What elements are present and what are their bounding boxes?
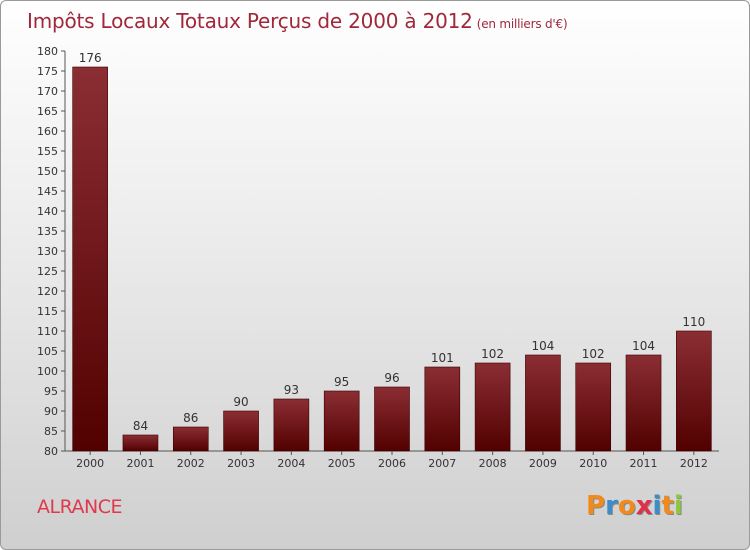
logo-letter: i [673,491,683,521]
y-tick-label: 170 [37,85,58,98]
y-tick-label: 150 [37,165,58,178]
x-tick-label-2002: 2002 [177,457,205,470]
y-tick-label: 160 [37,125,58,138]
y-tick-label: 115 [37,305,58,318]
y-tick-label: 175 [37,65,58,78]
data-label-2010: 102 [582,347,605,361]
y-tick-label: 80 [44,445,58,458]
chart-title: Impôts Locaux Totaux Perçus de 2000 à 20… [27,9,568,33]
bar-2011 [625,354,662,452]
y-tick-label: 125 [37,265,58,278]
x-tick-label-2007: 2007 [428,457,456,470]
y-tick-label: 140 [37,205,58,218]
data-label-2012: 110 [682,315,705,329]
chart-subtitle: (en milliers d'€) [476,17,568,31]
bar-2003 [223,410,259,452]
data-label-2005: 95 [334,375,349,389]
bar-2000 [72,66,108,452]
x-axis: 2000 2001 2002 2003 2004 2005 2006 2007 2008 2009… [76,451,708,470]
bar-2010 [575,362,612,452]
bar-2007 [424,366,461,452]
x-tick-label-2000: 2000 [76,457,104,470]
y-tick-label: 110 [37,325,58,338]
y-axis: 80 85 90 95 100 105 110 115 120 125 130 135 140 145 15… [37,45,719,458]
bar-2002 [172,426,209,452]
data-label-2004: 93 [284,383,299,397]
x-tick-label-2012: 2012 [680,457,708,470]
x-tick-label-2004: 2004 [277,457,305,470]
data-label-2003: 90 [233,395,248,409]
bar-2006 [374,386,410,452]
x-tick-label-2005: 2005 [328,457,356,470]
logo-letter: i [652,491,662,521]
x-tick-label-2003: 2003 [227,457,255,470]
bar-2004 [273,398,310,452]
bar-2012 [676,330,712,452]
data-label-2011: 104 [632,339,655,353]
data-label-2001: 84 [133,419,148,433]
logo-letter: P [586,491,606,521]
y-tick-label: 165 [37,105,58,118]
y-tick-label: 120 [37,285,58,298]
title-text: Impôts Locaux Totaux Perçus de 2000 à 20… [27,9,473,33]
x-tick-label-2001: 2001 [126,457,154,470]
x-tick-label-2006: 2006 [378,457,406,470]
bar-2008 [474,362,511,452]
data-label-2009: 104 [531,339,554,353]
logo-letter: r [605,491,618,521]
x-tick-label-2010: 2010 [579,457,607,470]
x-tick-label-2008: 2008 [479,457,507,470]
y-tick-label: 135 [37,225,58,238]
x-tick-label-2009: 2009 [529,457,557,470]
y-tick-label: 85 [44,425,58,438]
logo-letter: x [635,491,653,521]
y-tick-label: 105 [37,345,58,358]
bar-2009 [525,354,561,452]
data-label-2000: 176 [79,51,102,65]
data-label-2006: 96 [384,371,399,385]
logo-letter: o [617,491,636,521]
data-labels: 176 84 86 90 93 95 96 101 102 104 102 104 110 [79,51,706,433]
bars [72,66,712,452]
y-tick-label: 95 [44,385,58,398]
commune-name: ALRANCE [37,496,123,518]
y-tick-label: 90 [44,405,58,418]
x-tick-label-2011: 2011 [630,457,658,470]
bar-2001 [122,434,159,452]
data-label-2008: 102 [481,347,504,361]
y-tick-label: 180 [37,45,58,58]
y-tick-label: 100 [37,365,58,378]
bar-2005 [323,390,360,452]
y-tick-label: 145 [37,185,58,198]
data-label-2007: 101 [431,351,454,365]
data-label-2002: 86 [183,411,198,425]
logo-letter: t [661,491,674,521]
proxiti-logo: Proxiti [586,491,683,521]
y-tick-label: 155 [37,145,58,158]
y-tick-label: 130 [37,245,58,258]
